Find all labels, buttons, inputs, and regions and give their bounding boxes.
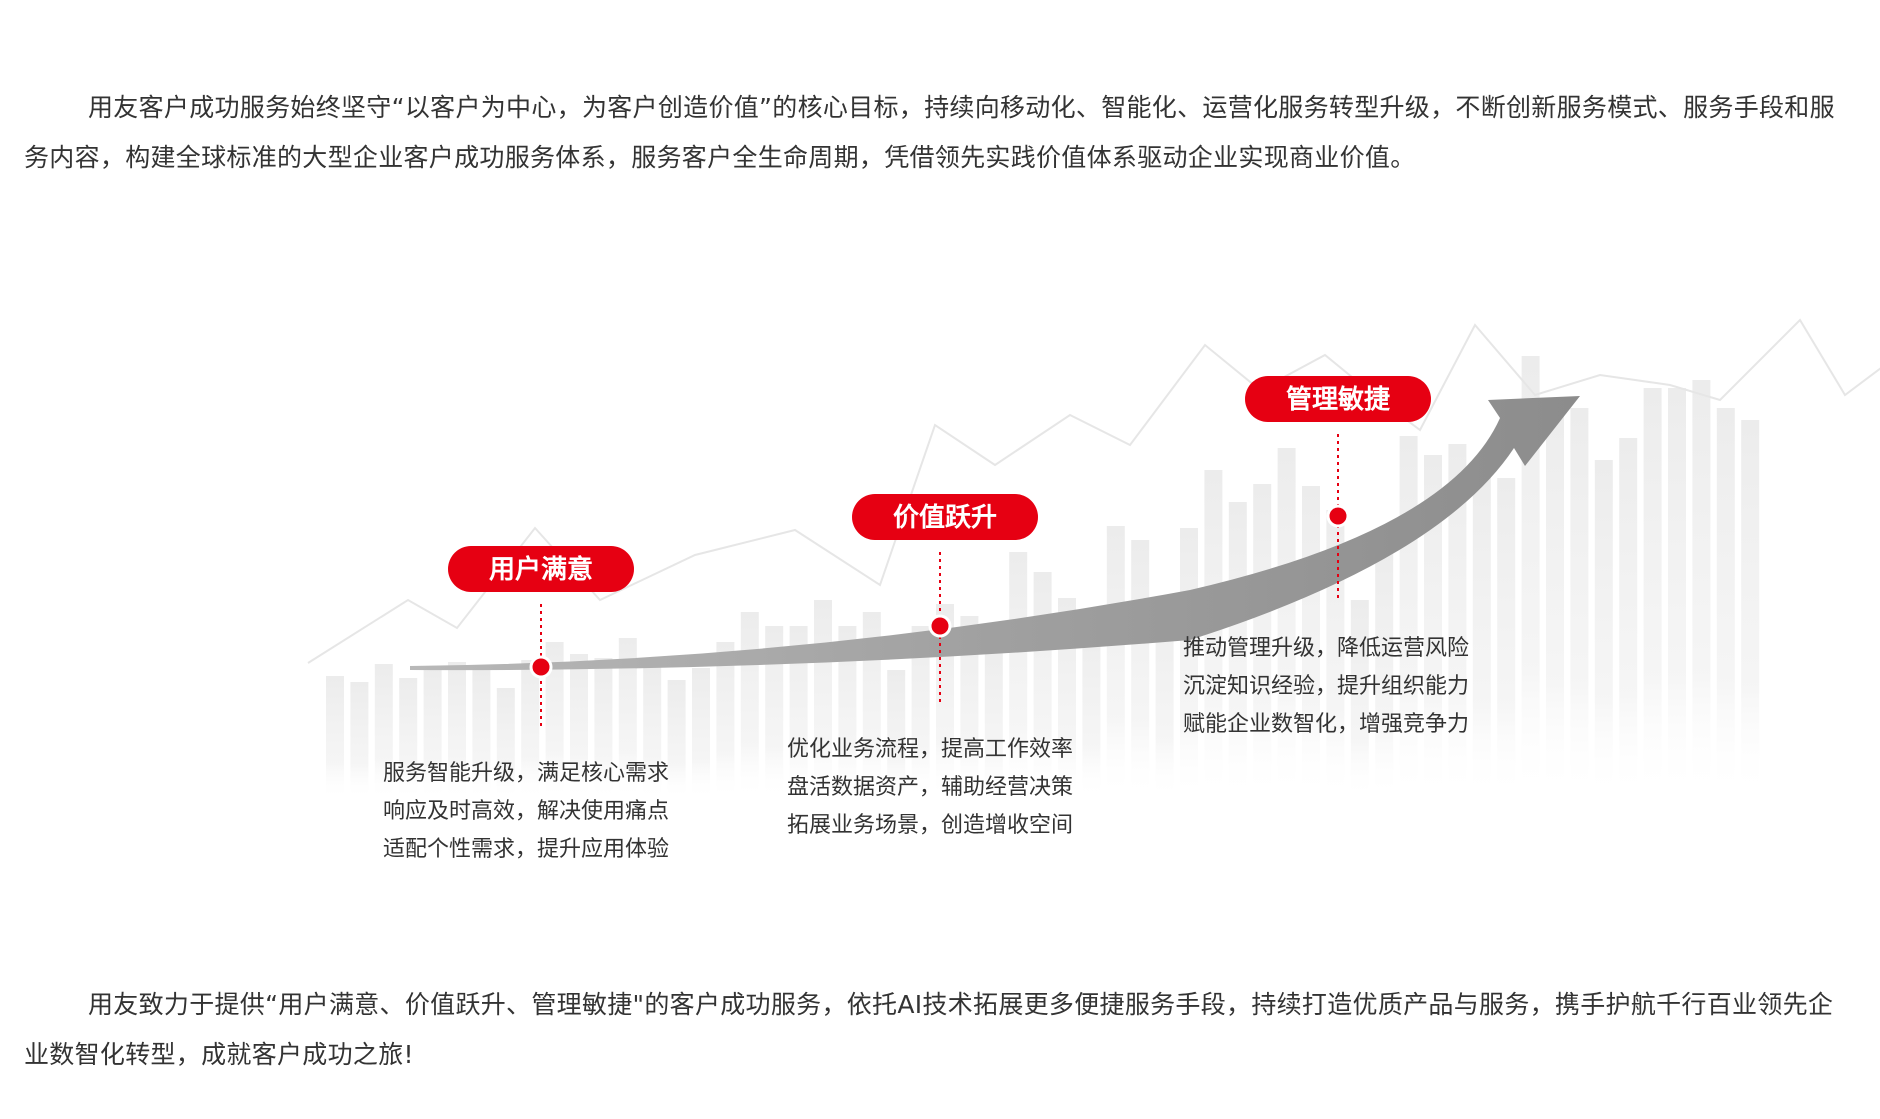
stage-line: 适配个性需求，提升应用体验 <box>383 837 669 862</box>
stage-title: 管理敏捷 <box>1286 385 1390 415</box>
background-bar <box>960 616 979 800</box>
background-bar <box>545 642 564 800</box>
stage-line: 赋能企业数智化，增强竞争力 <box>1183 712 1469 737</box>
background-bar <box>1521 356 1540 800</box>
background-bar <box>716 642 735 800</box>
background-bar <box>350 682 369 800</box>
background-bar <box>643 662 662 800</box>
background-bar <box>984 638 1003 800</box>
stage-user-satisfaction: 用户满意 服务智能升级，满足核心需求 响应及时高效，解决使用痛点 适配个性需求，… <box>383 546 669 862</box>
background-bar <box>1204 470 1223 800</box>
background-bar <box>1228 502 1247 800</box>
stage-line: 优化业务流程，提高工作效率 <box>787 737 1073 762</box>
background-bar <box>496 688 515 800</box>
background-bar <box>789 626 808 800</box>
background-bar <box>1692 380 1711 800</box>
background-bar <box>374 664 393 800</box>
background-bar <box>1082 620 1101 800</box>
closing-paragraph: 用友致力于提供“用户满意、价值跃升、管理敏捷"的客户成功服务，依托AI技术拓展更… <box>24 990 1834 1069</box>
stage-line: 拓展业务场景，创造增收空间 <box>787 813 1073 838</box>
background-bar <box>1619 438 1638 800</box>
background-bar <box>1472 476 1491 800</box>
background-bar <box>814 600 832 800</box>
stage-value-leap: 价值跃升 优化业务流程，提高工作效率 盘活数据资产，辅助经营决策 拓展业务场景，… <box>787 494 1073 838</box>
background-bar <box>1424 455 1442 800</box>
background-bar <box>1497 478 1516 800</box>
background-bar <box>838 626 857 800</box>
background-bar <box>1643 388 1662 800</box>
stage-line: 响应及时高效，解决使用痛点 <box>383 799 669 824</box>
background-bar <box>1716 408 1735 800</box>
background-bar <box>594 658 613 800</box>
background-bar <box>326 676 344 800</box>
stage-point <box>928 614 952 638</box>
background-bar <box>1009 552 1028 800</box>
stage-line: 服务智能升级，满足核心需求 <box>383 761 669 786</box>
background-bar <box>1741 420 1760 800</box>
background-bar <box>1594 460 1613 800</box>
background-bar <box>1033 572 1052 800</box>
stage-title: 价值跃升 <box>893 503 997 533</box>
stage-title: 用户满意 <box>489 554 593 585</box>
background-bar <box>1546 400 1564 800</box>
stage-title-pill <box>448 546 634 592</box>
stage-point <box>1326 504 1350 528</box>
background-bar <box>1570 408 1589 800</box>
background-bar <box>1448 444 1467 800</box>
background-bar <box>1253 484 1272 800</box>
background-bar <box>911 626 930 800</box>
growth-arrow <box>410 396 1580 671</box>
background-bar <box>423 666 442 800</box>
background-bar <box>399 678 418 800</box>
stage-point <box>529 655 553 679</box>
background-bar <box>1399 436 1418 800</box>
background-bar <box>740 612 759 800</box>
background-bar <box>1155 596 1174 800</box>
background-bar <box>570 654 588 800</box>
stage-agile-management: 管理敏捷 推动管理升级，降低运营风险 沉淀知识经验，提升组织能力 赋能企业数智化… <box>1183 376 1469 737</box>
stage-line: 推动管理升级，降低运营风险 <box>1183 636 1469 661</box>
background-bar <box>692 668 710 800</box>
stage-title-pill <box>1245 376 1431 422</box>
background-bar <box>887 670 906 800</box>
background-bar <box>1106 526 1125 800</box>
background-bar <box>765 626 784 800</box>
intro-paragraph: 用友客户成功服务始终坚守“以客户为中心，为客户创造价值”的核心目标，持续向移动化… <box>24 93 1835 172</box>
background-bar <box>1131 540 1150 800</box>
background-bar <box>472 670 491 800</box>
background-bar <box>1668 388 1686 800</box>
background-bar <box>618 638 637 800</box>
background-bars <box>326 356 1760 800</box>
background-bar <box>521 660 540 800</box>
stage-line: 盘活数据资产，辅助经营决策 <box>787 775 1073 800</box>
background-bar <box>1375 550 1394 800</box>
stage-line: 沉淀知识经验，提升组织能力 <box>1183 674 1469 699</box>
background-bar <box>1180 528 1198 800</box>
background-bar <box>1277 448 1296 800</box>
background-bar <box>448 662 466 800</box>
background-bar <box>667 680 686 800</box>
stage-title-pill <box>852 494 1038 540</box>
background-bar <box>1350 600 1369 800</box>
